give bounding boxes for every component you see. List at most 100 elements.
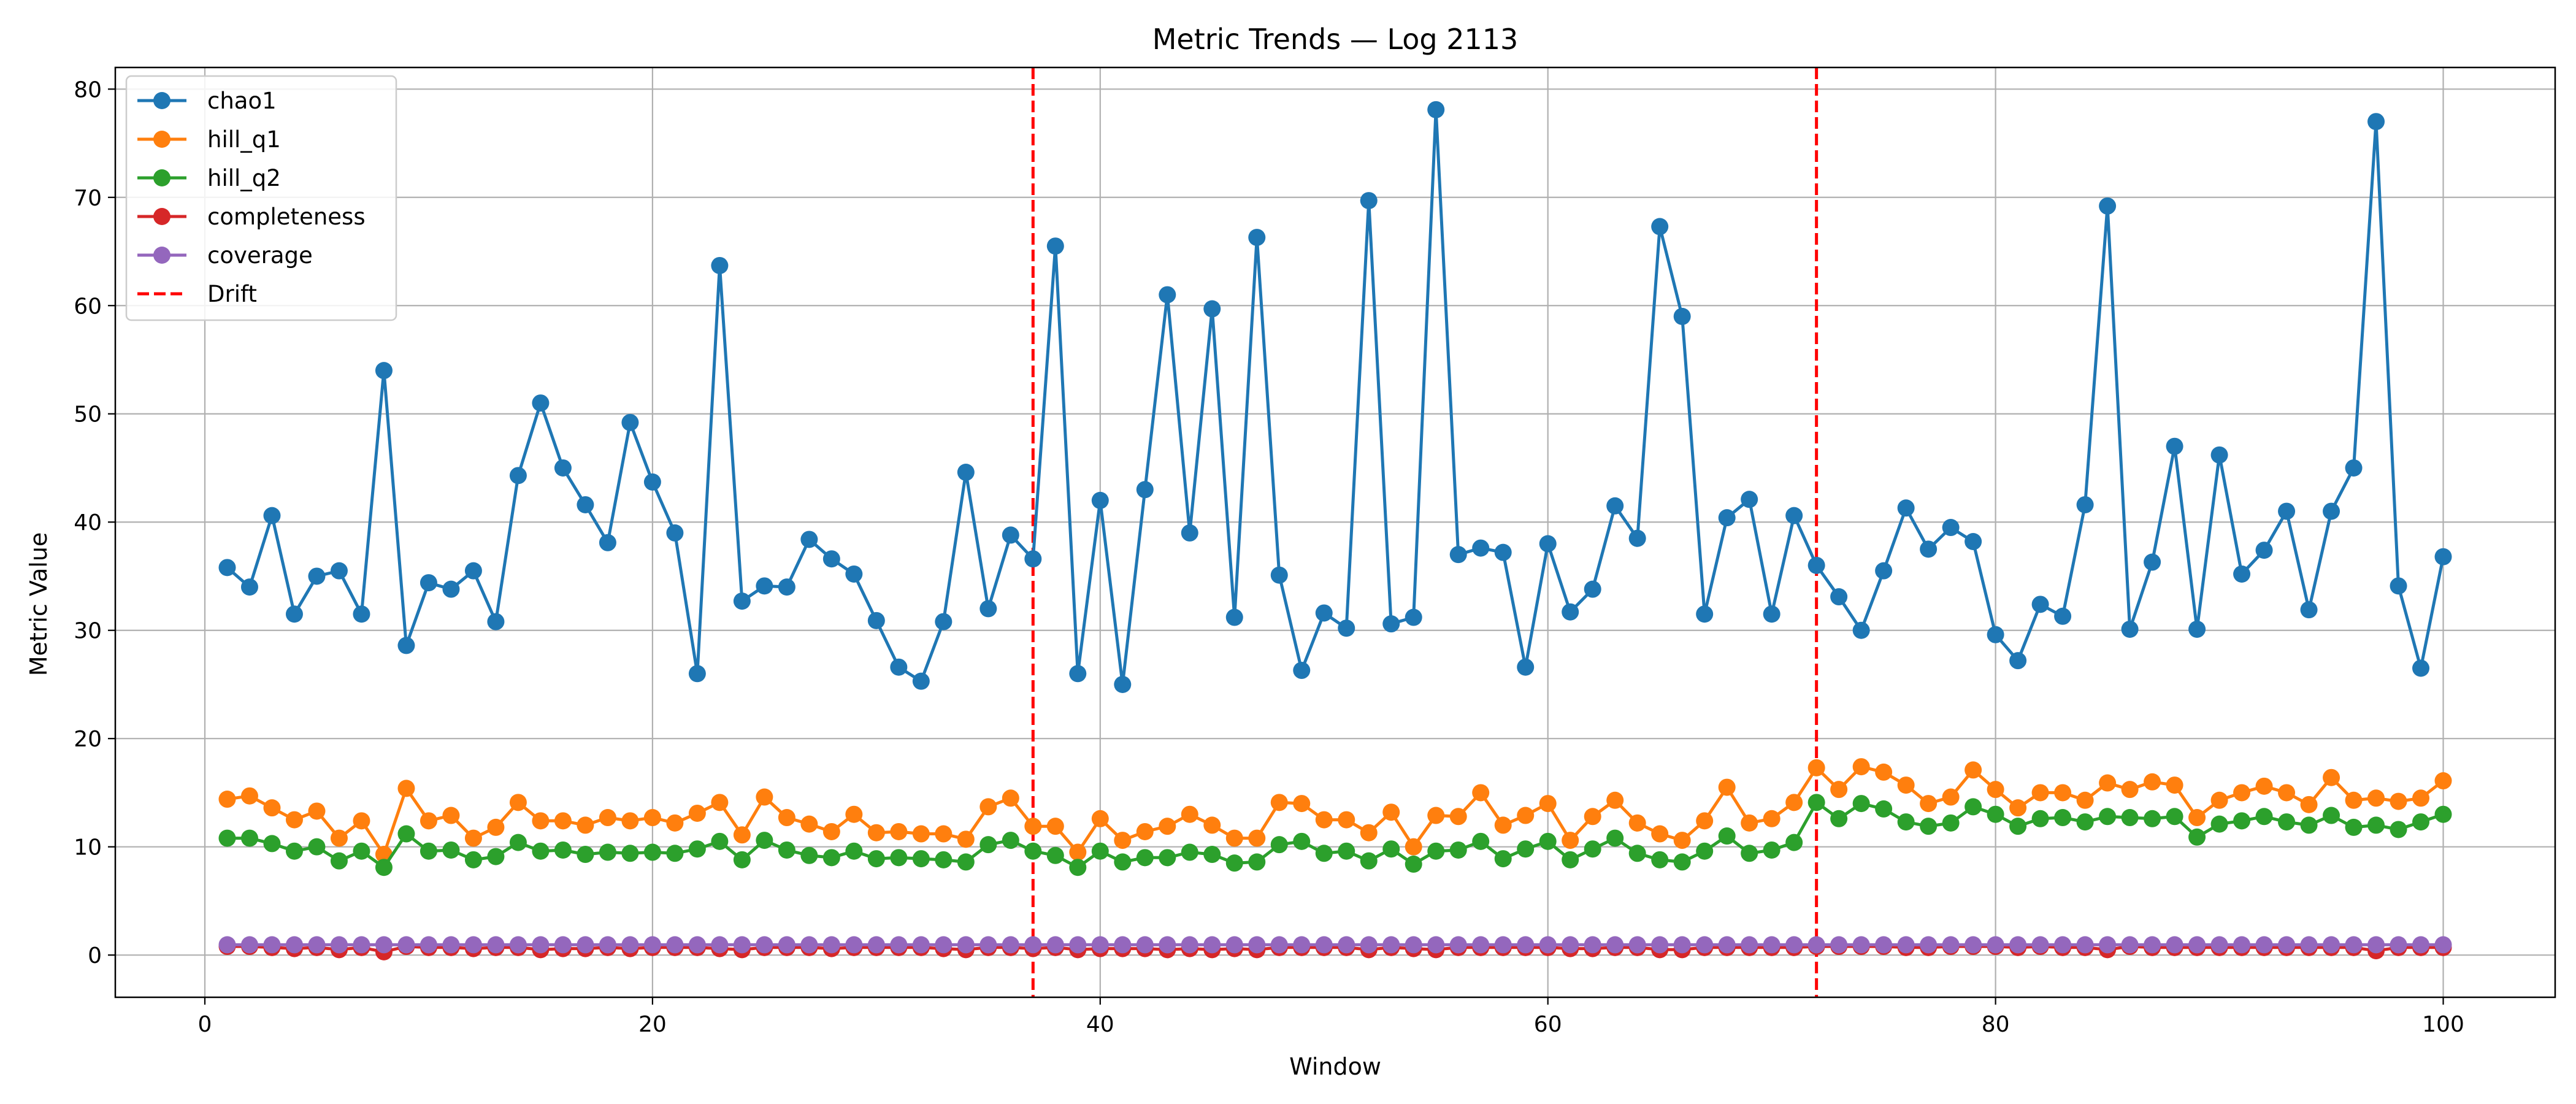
legend-label: chao1	[207, 88, 277, 114]
data-point-hill_q1	[1293, 795, 1311, 813]
legend-label: completeness	[207, 204, 366, 230]
data-point-chao1	[845, 565, 863, 583]
data-point-chao1	[1539, 535, 1557, 553]
data-point-hill_q2	[1562, 851, 1579, 868]
data-point-hill_q1	[2367, 789, 2385, 807]
legend-swatch-marker	[153, 169, 171, 186]
data-point-coverage	[1651, 936, 1669, 954]
data-point-chao1	[1181, 524, 1198, 542]
data-point-hill_q2	[375, 859, 393, 876]
data-point-hill_q2	[1024, 842, 1042, 860]
data-point-hill_q1	[688, 804, 706, 822]
data-point-hill_q2	[1741, 845, 1758, 862]
data-point-chao1	[2323, 502, 2340, 520]
data-point-hill_q1	[1002, 789, 1019, 807]
data-point-hill_q1	[867, 824, 885, 841]
y-tick-label: 40	[74, 510, 102, 535]
data-point-hill_q1	[1628, 814, 1646, 832]
y-tick-label: 30	[74, 619, 102, 644]
data-point-chao1	[800, 531, 818, 548]
legend-item-completeness: completeness	[137, 204, 366, 230]
data-point-hill_q1	[1091, 810, 1109, 827]
data-point-hill_q2	[1696, 842, 1714, 860]
data-point-hill_q2	[509, 834, 527, 851]
data-point-hill_q2	[1405, 855, 1422, 873]
series-hill_q2	[218, 794, 2452, 876]
data-point-chao1	[1785, 507, 1803, 524]
data-point-chao1	[2009, 652, 2027, 670]
data-point-hill_q2	[822, 849, 840, 867]
data-point-chao1	[420, 574, 437, 592]
data-point-chao1	[1024, 550, 1042, 568]
data-point-hill_q1	[2099, 774, 2117, 792]
data-point-hill_q2	[1785, 834, 1803, 851]
data-point-coverage	[867, 936, 885, 954]
data-point-coverage	[509, 936, 527, 954]
data-point-coverage	[2076, 936, 2094, 954]
data-point-coverage	[420, 936, 437, 954]
data-point-hill_q2	[1248, 853, 1266, 871]
data-point-hill_q1	[1920, 795, 1938, 813]
data-point-hill_q2	[1338, 842, 1355, 860]
data-point-hill_q2	[1046, 846, 1064, 864]
data-point-hill_q2	[1517, 840, 1535, 858]
data-point-coverage	[643, 936, 661, 954]
data-point-hill_q1	[2144, 773, 2161, 791]
data-point-chao1	[577, 496, 594, 513]
data-point-hill_q1	[2412, 789, 2430, 807]
data-point-hill_q2	[1494, 850, 1512, 868]
data-point-hill_q1	[1965, 761, 1982, 779]
data-point-coverage	[532, 936, 550, 954]
data-point-hill_q1	[509, 794, 527, 811]
data-point-coverage	[957, 936, 975, 954]
data-point-coverage	[263, 936, 281, 954]
data-point-coverage	[979, 936, 997, 954]
data-point-chao1	[1606, 497, 1624, 515]
x-tick-label: 100	[2422, 1012, 2464, 1037]
data-point-hill_q2	[2054, 809, 2072, 827]
data-point-hill_q1	[397, 780, 415, 797]
data-point-chao1	[1315, 604, 1333, 622]
data-point-hill_q2	[2166, 808, 2183, 826]
data-point-hill_q1	[554, 812, 572, 830]
data-point-coverage	[2210, 936, 2228, 954]
data-point-hill_q2	[1897, 813, 1915, 831]
data-point-coverage	[1472, 936, 1490, 954]
data-point-hill_q2	[867, 850, 885, 868]
data-point-hill_q1	[1741, 814, 1758, 832]
data-point-chao1	[1203, 300, 1221, 318]
data-point-coverage	[1046, 936, 1064, 954]
data-point-coverage	[1785, 936, 1803, 954]
data-point-hill_q1	[822, 822, 840, 840]
data-point-chao1	[509, 467, 527, 485]
data-point-hill_q1	[1270, 794, 1288, 811]
y-axis-label: Metric Value	[25, 532, 52, 677]
x-tick-label: 20	[638, 1012, 667, 1037]
legend-label: coverage	[207, 242, 313, 269]
data-point-hill_q2	[1718, 827, 1736, 845]
legend-item-hill_q1: hill_q1	[137, 126, 281, 153]
data-point-coverage	[1002, 936, 1019, 954]
data-point-chao1	[1046, 237, 1064, 255]
data-point-hill_q2	[1270, 836, 1288, 854]
data-point-chao1	[621, 413, 639, 431]
data-point-hill_q2	[263, 835, 281, 853]
data-point-chao1	[822, 550, 840, 568]
legend-item-Drift: Drift	[137, 281, 257, 307]
data-point-chao1	[1763, 605, 1781, 623]
data-point-chao1	[1360, 192, 1378, 210]
data-point-hill_q2	[599, 843, 616, 861]
data-point-hill_q2	[912, 850, 930, 868]
data-point-coverage	[1159, 936, 1176, 954]
legend-swatch-marker	[153, 208, 171, 225]
data-point-hill_q2	[1203, 846, 1221, 864]
data-point-hill_q2	[2121, 809, 2139, 827]
data-point-coverage	[1225, 936, 1243, 954]
data-point-chao1	[1159, 286, 1176, 304]
data-point-hill_q2	[890, 849, 908, 867]
data-point-chao1	[1494, 543, 1512, 561]
data-point-hill_q2	[1069, 859, 1087, 876]
data-point-coverage	[666, 936, 684, 954]
data-point-hill_q1	[2255, 777, 2273, 795]
data-point-chao1	[2054, 607, 2072, 625]
